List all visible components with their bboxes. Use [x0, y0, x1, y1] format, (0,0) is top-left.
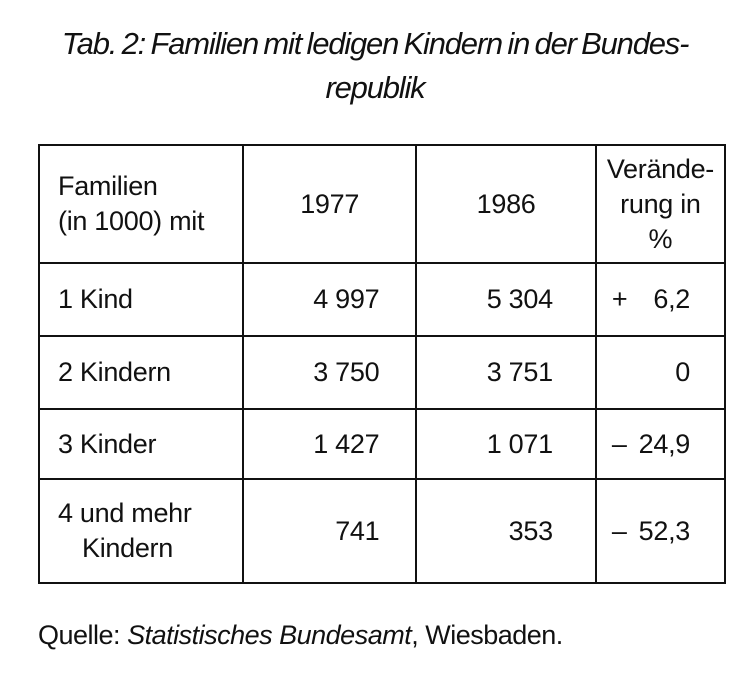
- header-change-line-2: rung in %: [620, 188, 701, 254]
- row-label: 3 Kinder: [38, 408, 244, 480]
- table-title: Tab. 2: Familien mit ledigen Kindern in …: [20, 22, 730, 110]
- change-sign: –: [611, 428, 627, 459]
- table-row: 2 Kindern 3 750 3 751 0: [38, 335, 727, 410]
- change-sign: –: [611, 515, 627, 546]
- value-1977: 4 997: [241, 262, 418, 337]
- table-row: 3 Kinder 1 427 1 071 –24,9: [38, 408, 727, 480]
- row-label: 2 Kindern: [38, 335, 244, 410]
- table-title-line-1: Tab. 2: Familien mit ledigen Kindern in …: [61, 26, 690, 61]
- change-sign: +: [611, 284, 628, 314]
- row-label-line-2: Kindern: [82, 533, 173, 563]
- change-cell: +6,2: [594, 262, 727, 337]
- change-cell: 0: [594, 335, 727, 410]
- value-1986: 5 304: [415, 262, 597, 337]
- header-year-1986: 1986: [415, 144, 597, 264]
- change-value: 0: [675, 357, 690, 387]
- source-suffix: , Wiesbaden.: [411, 620, 563, 650]
- families-table: Familien (in 1000) mit 1977 1986 Verände…: [38, 144, 727, 584]
- table-row: 4 und mehr Kindern 741 353 –52,3: [38, 478, 727, 584]
- source-publisher: Statistisches Bundesamt: [127, 620, 412, 650]
- table-header-row: Familien (in 1000) mit 1977 1986 Verände…: [38, 144, 727, 264]
- change-value: 24,9: [638, 428, 691, 459]
- source-note: Quelle: Statistisches Bundesamt, Wiesbad…: [38, 620, 563, 651]
- value-1977: 741: [241, 478, 418, 584]
- change-value: 6,2: [653, 284, 690, 314]
- value-1977: 1 427: [241, 408, 418, 480]
- header-change-cell: Verände- rung in %: [594, 144, 727, 264]
- header-change-line-1: Verände-: [606, 153, 714, 184]
- value-1986: 3 751: [415, 335, 597, 410]
- row-label: 4 und mehr: [58, 498, 192, 528]
- header-year-1977: 1977: [241, 144, 418, 264]
- change-cell: –24,9: [594, 408, 727, 480]
- source-prefix: Quelle:: [38, 620, 128, 650]
- header-label-line-2: (in 1000) mit: [58, 206, 205, 236]
- table-title-line-2: republik: [325, 70, 426, 105]
- change-value: 52,3: [638, 515, 691, 546]
- change-cell: –52,3: [594, 478, 727, 584]
- value-1986: 1 071: [415, 408, 597, 480]
- header-label-cell: Familien (in 1000) mit: [38, 144, 244, 264]
- row-label-cell: 4 und mehr Kindern: [38, 478, 244, 584]
- header-label-line-1: Familien: [58, 171, 158, 201]
- table-row: 1 Kind 4 997 5 304 +6,2: [38, 262, 727, 337]
- value-1977: 3 750: [241, 335, 418, 410]
- row-label: 1 Kind: [38, 262, 244, 337]
- value-1986: 353: [415, 478, 597, 584]
